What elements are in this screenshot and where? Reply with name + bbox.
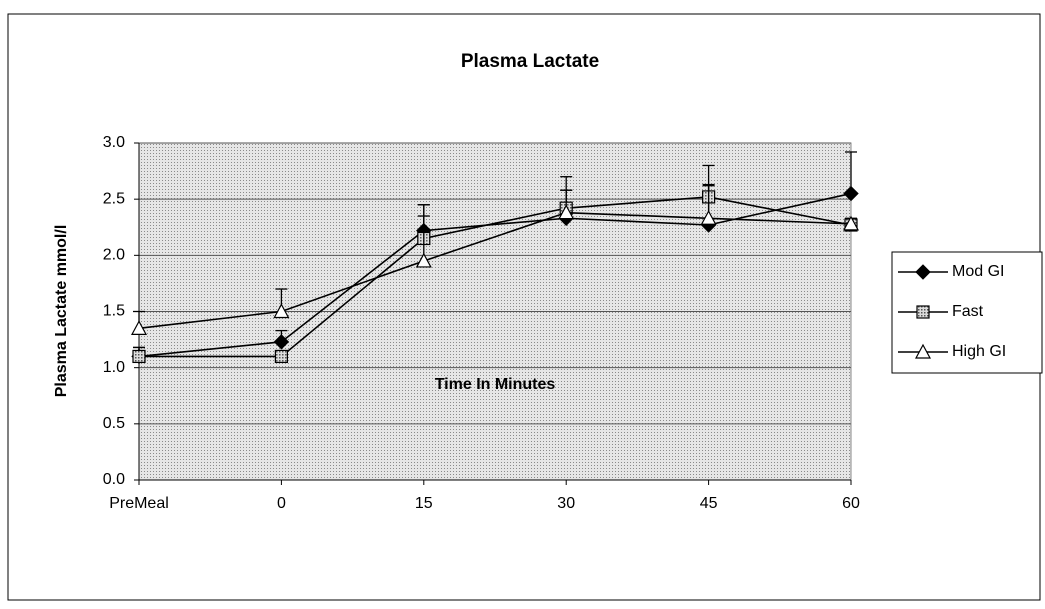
y-axis-label: Plasma Lactate mmol/l <box>53 225 70 398</box>
point <box>842 215 860 231</box>
y-tick-label: 0.0 <box>103 471 125 488</box>
x-tick-label: PreMeal <box>109 495 169 512</box>
y-tick-label: 2.5 <box>103 190 125 207</box>
legend-marker <box>915 264 931 280</box>
legend-marker <box>916 305 930 319</box>
y-tick-label: 0.5 <box>103 415 125 432</box>
series-line <box>138 211 852 330</box>
x-tick-label: 45 <box>700 495 718 512</box>
chart-title: Plasma Lactate <box>461 51 599 72</box>
point <box>273 303 290 319</box>
point <box>274 349 288 364</box>
point <box>273 334 290 350</box>
point <box>130 320 148 335</box>
legend-marker <box>914 343 932 359</box>
x-tick-label: 60 <box>842 495 860 512</box>
point <box>843 185 859 202</box>
legend-label: Mod GI <box>952 263 1004 280</box>
x-tick-label: 30 <box>557 495 575 512</box>
y-tick-label: 1.0 <box>103 359 125 376</box>
point <box>415 252 432 268</box>
legend-label: Fast <box>952 303 984 320</box>
series-line <box>139 196 852 358</box>
legend-label: High GI <box>952 343 1006 360</box>
point <box>132 349 146 364</box>
y-tick-label: 1.5 <box>103 303 125 320</box>
point <box>558 204 575 220</box>
y-tick-label: 3.0 <box>103 134 125 151</box>
x-axis-label: Time In Minutes <box>435 376 556 393</box>
point <box>700 209 717 225</box>
y-tick-label: 2.0 <box>103 247 125 264</box>
x-tick-label: 15 <box>415 495 433 512</box>
x-tick-label: 0 <box>277 495 286 512</box>
